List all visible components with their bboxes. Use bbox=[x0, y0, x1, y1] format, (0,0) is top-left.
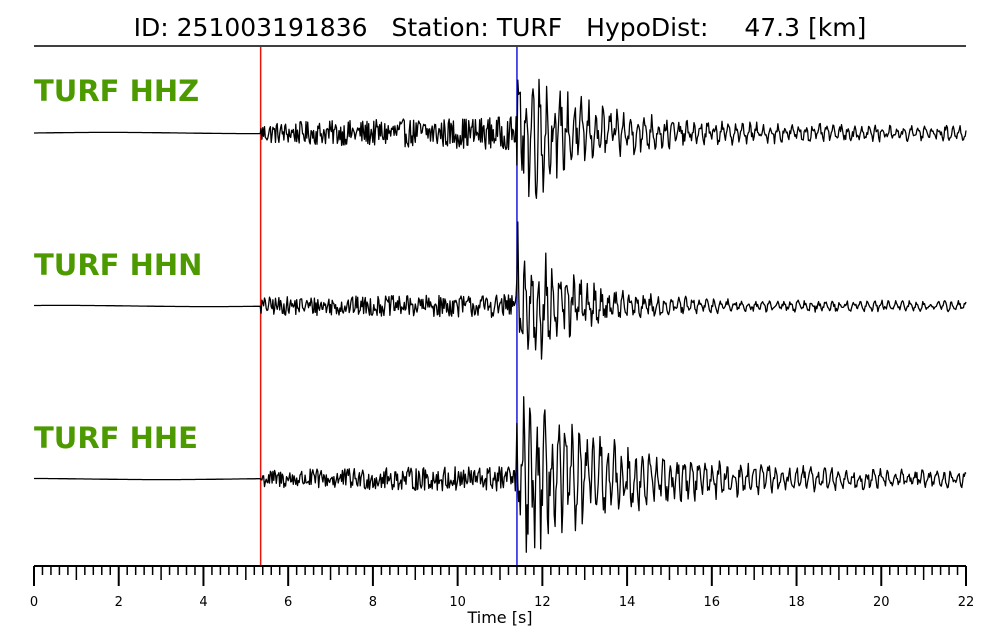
x-tick-label: 0 bbox=[30, 595, 38, 610]
channel-label-hhz: TURF HHZ bbox=[34, 74, 199, 108]
x-tick-label: 10 bbox=[449, 595, 466, 610]
trace-hhe bbox=[34, 396, 967, 553]
x-axis-label: Time [s] bbox=[466, 608, 532, 627]
station-label: Station: bbox=[392, 13, 489, 42]
x-tick-label: 20 bbox=[873, 595, 890, 610]
x-tick-label: 12 bbox=[534, 595, 551, 610]
x-tick-label: 6 bbox=[284, 595, 292, 610]
hypodist-value: 47.3 bbox=[744, 13, 800, 42]
trace-hhn bbox=[34, 221, 967, 360]
hypodist-label: HypoDist: bbox=[586, 13, 708, 42]
figure-title: ID: 251003191836 Station: TURF HypoDist: 47.3… bbox=[134, 13, 867, 42]
channel-label-hhn: TURF HHN bbox=[34, 248, 202, 282]
event-id: 251003191836 bbox=[177, 13, 368, 42]
x-tick-label: 2 bbox=[115, 595, 123, 610]
channel-label-hhe: TURF HHE bbox=[34, 421, 198, 455]
waveform-traces bbox=[34, 78, 967, 553]
station-code: TURF bbox=[496, 13, 562, 42]
id-label: ID: bbox=[134, 13, 169, 42]
x-axis: 0 2 4 6 8 10 12 14 16 18 20 22 bbox=[30, 565, 975, 610]
x-tick-label: 14 bbox=[619, 595, 636, 610]
x-tick-label: 18 bbox=[788, 595, 805, 610]
hypodist-unit: [km] bbox=[808, 13, 866, 42]
trace-hhz bbox=[34, 78, 967, 199]
x-tick-label: 22 bbox=[958, 595, 975, 610]
x-tick-label: 16 bbox=[704, 595, 721, 610]
x-tick-label: 4 bbox=[199, 595, 207, 610]
x-tick-label: 8 bbox=[369, 595, 377, 610]
